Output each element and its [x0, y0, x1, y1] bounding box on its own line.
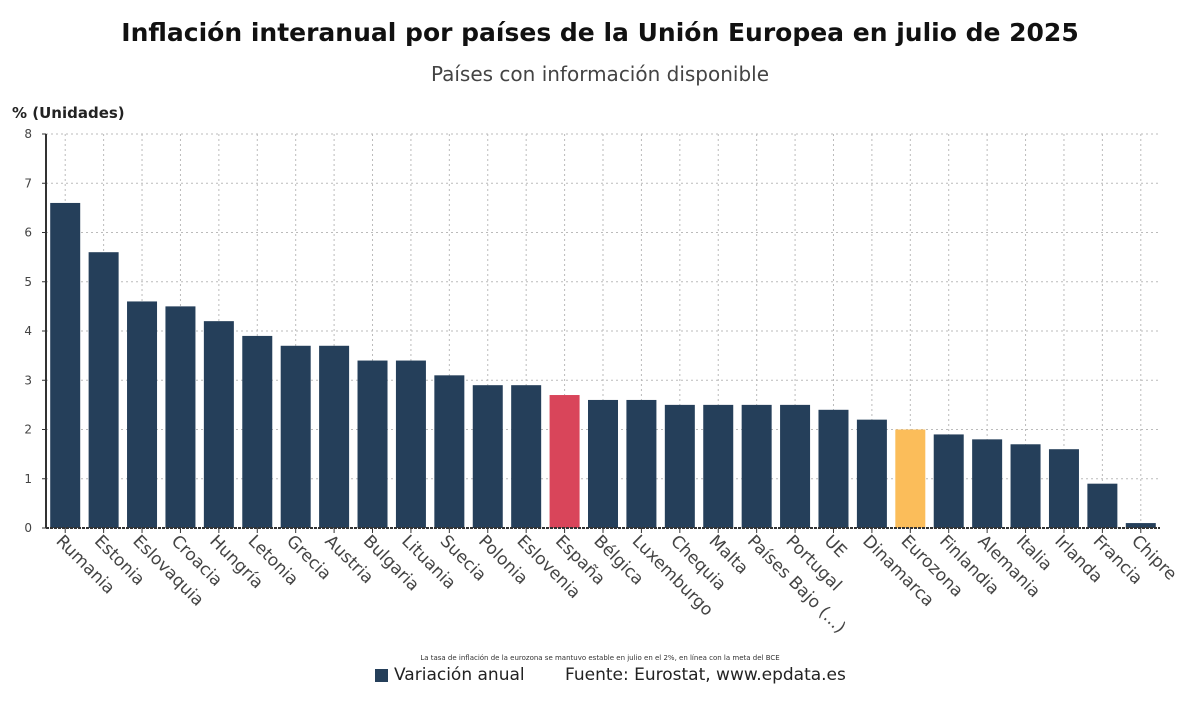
chart-subtitle: Países con información disponible: [430, 62, 770, 86]
bar-polonia: [472, 385, 503, 528]
y-tick-label: 0: [24, 521, 32, 535]
legend-label: Variación anual: [394, 665, 525, 685]
x-tick-label: UE: [820, 531, 851, 562]
bar-finlandia: [933, 434, 964, 528]
source-text: Fuente: Eurostat, www.epdata.es: [565, 665, 846, 685]
chart-note: La tasa de inflación de la eurozona se m…: [420, 654, 780, 662]
bar-b-lgica: [588, 399, 618, 528]
bar-croacia: [165, 306, 196, 528]
bar-eslovaquia: [127, 301, 158, 528]
legend-swatch: [375, 668, 388, 682]
bar-malta: [703, 404, 734, 528]
bar-austria: [319, 345, 350, 528]
bar-alemania: [972, 439, 1003, 528]
y-tick-label: 6: [24, 226, 32, 240]
bar-italia: [1010, 444, 1041, 528]
bar-espa-a: [549, 395, 580, 528]
y-tick-label: 4: [24, 324, 32, 338]
bar-hungr-a: [203, 321, 234, 528]
bar-portugal: [780, 404, 811, 528]
bar-suecia: [434, 375, 465, 528]
bar-ue: [818, 409, 849, 528]
y-axis-label: % (Unidades): [12, 104, 125, 122]
y-tick-label: 8: [24, 127, 32, 141]
chart-title: Inflación interanual por países de la Un…: [121, 18, 1079, 47]
bar-pa-ses-bajo-: [741, 404, 772, 528]
y-tick-label: 1: [24, 472, 32, 486]
bar-rumania: [50, 202, 81, 528]
y-tick-label: 7: [24, 176, 32, 190]
bar-grecia: [280, 345, 311, 528]
bar-chequia: [664, 404, 695, 528]
y-tick-label: 3: [24, 373, 32, 387]
bar-francia: [1087, 483, 1118, 528]
bar-dinamarca: [856, 419, 887, 528]
bar-estonia: [88, 252, 119, 528]
bar-luxemburgo: [626, 399, 657, 528]
bar-chipre: [1125, 523, 1156, 528]
bar-eslovenia: [511, 385, 542, 528]
legend: Variación anual: [375, 665, 525, 685]
bar-irlanda: [1048, 449, 1079, 528]
bar-lituania: [395, 360, 426, 528]
bar-letonia: [242, 335, 273, 528]
bar-bulgaria: [357, 360, 388, 528]
y-tick-label: 2: [24, 423, 32, 437]
y-tick-label: 5: [24, 275, 32, 289]
bar-eurozona: [895, 429, 926, 528]
